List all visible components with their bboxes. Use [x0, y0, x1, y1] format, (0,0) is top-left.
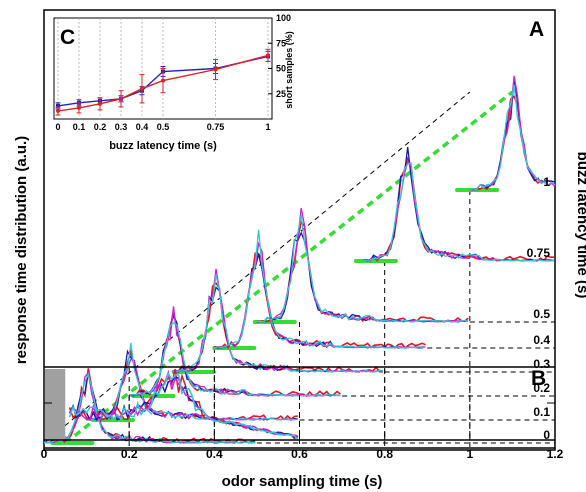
inset-x-label: buzz latency time (s) — [109, 140, 217, 152]
shaded-region — [45, 369, 66, 440]
latency-label: 0.1 — [533, 405, 550, 419]
x-tick-label: 0.8 — [376, 447, 393, 461]
inset-y-tick: 50 — [276, 64, 286, 74]
inset-point — [161, 78, 165, 83]
inset-point — [213, 67, 218, 72]
latency-label: 0 — [543, 428, 550, 442]
diagonal-reference — [43, 91, 471, 444]
panel-a-box — [43, 9, 556, 451]
trace-0.3-0 — [171, 281, 384, 373]
latency-label: 0.2 — [533, 381, 550, 395]
trace-0.2-3 — [129, 322, 341, 397]
x-tick-label: 0.2 — [121, 447, 138, 461]
trace-0.5-3 — [256, 214, 469, 323]
latency-label: 0.4 — [533, 333, 550, 347]
trace-0.5-0 — [256, 220, 469, 323]
trace-0.2-0 — [129, 310, 341, 397]
inset-point — [56, 103, 60, 108]
x-axis-label: odor sampling time (s) — [222, 473, 383, 490]
inset-x-tick: 0.2 — [94, 122, 107, 132]
panel-b-label: B — [531, 367, 546, 390]
latency-label: 0.3 — [533, 357, 550, 371]
trace-0.75-1 — [363, 146, 555, 262]
inset-x-tick: 0.5 — [157, 122, 170, 132]
panel-a-label: A — [529, 18, 544, 41]
inset-y-tick: 100 — [276, 13, 291, 23]
x-tick-label: 0.4 — [206, 447, 223, 461]
inset-point — [98, 101, 102, 106]
trace-1-3 — [469, 84, 556, 191]
inset-point — [77, 105, 81, 110]
latency-label: 1 — [543, 175, 550, 189]
trace-1-0 — [469, 95, 556, 191]
trace-0-3 — [43, 372, 256, 444]
inset-x-tick: 1 — [265, 122, 270, 132]
y-axis-label: response time distribution (a.u.) — [13, 136, 30, 364]
inset-point — [140, 86, 144, 91]
x-tick-label: 1.2 — [547, 447, 564, 461]
inset-y-tick: 25 — [276, 89, 286, 99]
trace-0.5-1 — [256, 231, 469, 323]
trace-0.5-2 — [256, 207, 469, 323]
inset-x-tick: 0 — [55, 122, 60, 132]
inset-x-tick: 0.3 — [115, 122, 128, 132]
trace-0.75-3 — [363, 162, 555, 262]
x-tick-label: 1 — [466, 447, 473, 461]
b-trace-3 — [68, 371, 299, 440]
inset-y-tick: 75 — [276, 38, 286, 48]
inset-series-1 — [57, 54, 269, 112]
x-tick-label: 0 — [41, 447, 48, 461]
latency-label: 0.75 — [527, 246, 551, 260]
inset-point — [56, 108, 60, 113]
inset-point — [266, 53, 270, 58]
trace-0.75-2 — [363, 159, 555, 262]
trace-0.1-3 — [86, 342, 298, 421]
inset-point — [119, 96, 123, 101]
inset-x-tick: 0.4 — [136, 122, 149, 132]
trace-0.3-1 — [171, 286, 384, 373]
inset-x-tick: 0.75 — [207, 122, 225, 132]
trace-0.4-3 — [214, 229, 426, 349]
y2-axis-label: buzz latency time (s) — [574, 152, 586, 299]
panel-c-label: C — [60, 26, 75, 49]
inset-y-label: short samples (%) — [284, 31, 294, 109]
x-tick-label: 0.6 — [291, 447, 308, 461]
green-guide-line — [64, 90, 514, 445]
inset-series-0 — [57, 55, 269, 107]
latency-label: 0.5 — [533, 307, 550, 321]
inset-x-tick: 0.1 — [73, 122, 86, 132]
